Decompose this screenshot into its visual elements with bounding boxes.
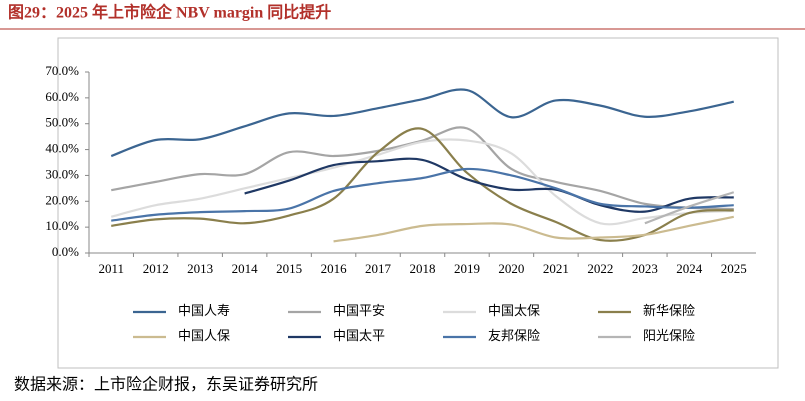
x-tick-label: 2011 [98, 261, 124, 276]
y-tick-label: 50.0% [45, 115, 79, 130]
chart-frame [57, 37, 779, 369]
x-tick-label: 2012 [143, 261, 169, 276]
x-tick-label: 2018 [410, 261, 436, 276]
x-tick-label: 2015 [276, 261, 302, 276]
legend-label: 中国人保 [178, 328, 230, 343]
y-tick-label: 60.0% [45, 89, 79, 104]
series-line [111, 126, 734, 211]
series-line [244, 157, 734, 213]
source: 数据来源：上市险企财报，东吴证券研究所 [14, 376, 318, 394]
y-tick-label: 10.0% [45, 218, 79, 233]
y-tick-label: 20.0% [45, 192, 79, 207]
x-tick-label: 2024 [676, 261, 703, 276]
y-tick-label: 40.0% [45, 141, 79, 156]
series-line [111, 167, 734, 222]
y-tick-label: 70.0% [45, 63, 79, 78]
series-line [644, 191, 735, 225]
x-tick-label: 2019 [454, 261, 480, 276]
legend-label: 新华保险 [643, 303, 695, 318]
x-tick-label: 2023 [632, 261, 658, 276]
x-tick-label: 2014 [232, 261, 259, 276]
y-tick-label: 0.0% [52, 244, 79, 259]
x-tick-label: 2013 [187, 261, 213, 276]
series-line [110, 88, 734, 158]
legend-label: 中国太平 [333, 328, 385, 343]
series-line [333, 215, 734, 243]
legend-label: 中国太保 [488, 303, 540, 318]
x-tick-label: 2022 [587, 261, 613, 276]
x-tick-label: 2025 [721, 261, 747, 276]
series-line [111, 127, 734, 242]
x-tick-label: 2016 [321, 261, 348, 276]
series-line [110, 138, 734, 226]
x-tick-label: 2020 [498, 261, 524, 276]
x-tick-label: 2017 [365, 261, 392, 276]
legend-label: 阳光保险 [643, 328, 695, 343]
legend-label: 友邦保险 [488, 328, 540, 343]
chart-title: 图29：2025 年上市险企 NBV margin 同比提升 [8, 3, 331, 22]
y-tick-label: 30.0% [45, 166, 79, 181]
x-tick-label: 2021 [543, 261, 569, 276]
legend-label: 中国平安 [333, 303, 385, 318]
legend-label: 中国人寿 [178, 303, 230, 318]
